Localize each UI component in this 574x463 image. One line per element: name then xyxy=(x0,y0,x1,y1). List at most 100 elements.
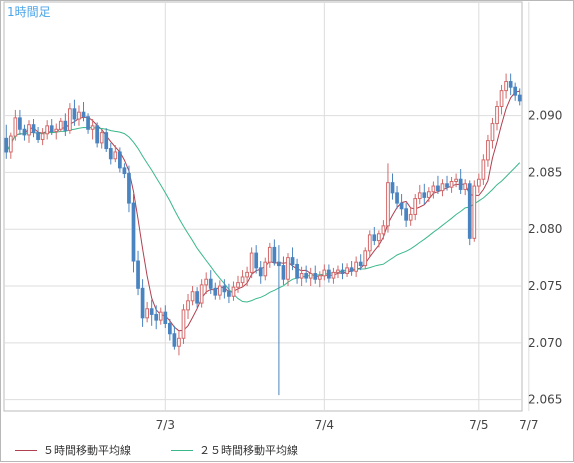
candle-body-up xyxy=(454,178,458,183)
y-tick-label: 2.085 xyxy=(528,165,562,179)
candle-body-down xyxy=(349,267,354,272)
candle-body-down xyxy=(108,148,113,160)
candle-body-up xyxy=(495,106,499,125)
candle-body-up xyxy=(99,132,104,144)
candle-body-up xyxy=(286,257,290,280)
candle-body-up xyxy=(199,284,204,304)
candle-body-up xyxy=(217,285,222,296)
candle-body-up xyxy=(417,192,422,200)
candle-body-up xyxy=(299,273,304,279)
candle-body-up xyxy=(331,271,336,279)
candle-body-down xyxy=(163,311,168,325)
candle-body-up xyxy=(68,108,72,131)
candle-body-down xyxy=(4,137,9,153)
candle-body-up xyxy=(449,181,454,188)
candle-body-up xyxy=(486,140,490,161)
axis-layer: 2.065 2.070 2.075 2.080 2.085 2.090 7/3 7/4 7/5 7… xyxy=(156,109,563,432)
candle-body-up xyxy=(249,252,254,273)
candle-body-down xyxy=(395,192,399,204)
candle-body-up xyxy=(386,182,390,227)
candle-body-down xyxy=(508,81,513,88)
candle-body-up xyxy=(263,261,268,277)
x-tick-label: 7/7 xyxy=(519,418,538,432)
candle-body-down xyxy=(281,265,286,280)
candle-body-up xyxy=(413,198,418,215)
candle-body-up xyxy=(27,124,31,136)
candle-body-up xyxy=(58,120,63,130)
candle-body-down xyxy=(458,178,463,190)
candle-body-down xyxy=(513,86,518,96)
candle-body-down xyxy=(422,192,427,198)
candle-body-up xyxy=(77,111,81,120)
candle-body-down xyxy=(81,111,86,118)
candle-body-down xyxy=(304,273,309,279)
legend-item-ma25: ２５時間移動平均線 xyxy=(171,442,298,458)
candle-body-up xyxy=(181,309,186,339)
candle-body-up xyxy=(231,286,236,297)
y-tick-label: 2.070 xyxy=(528,336,562,350)
grid-layer xyxy=(3,1,530,412)
candle-body-up xyxy=(8,135,13,153)
x-tick-label: 7/5 xyxy=(469,418,488,432)
candle-body-up xyxy=(490,123,495,142)
candle-body-down xyxy=(445,183,449,188)
candle-body-down xyxy=(172,333,177,347)
candle-body-down xyxy=(295,263,299,279)
candle-body-up xyxy=(190,291,195,302)
candle-body-down xyxy=(49,125,54,133)
candle-body-up xyxy=(245,271,249,278)
candle-body-up xyxy=(54,128,59,133)
candle-body-down xyxy=(140,287,145,319)
candle-body-up xyxy=(381,225,386,235)
candle-body-up xyxy=(267,246,272,263)
candle-body-down xyxy=(358,261,363,267)
candle-body-up xyxy=(336,269,340,273)
y-tick-label: 2.065 xyxy=(528,393,562,407)
candle-body-down xyxy=(390,182,395,194)
legend-line-ma25 xyxy=(171,449,193,451)
legend: ５時間移動平均線 ２５時間移動平均線 xyxy=(1,435,574,463)
candle-body-down xyxy=(254,252,259,269)
candle-body-down xyxy=(36,132,40,140)
candle-body-down xyxy=(131,202,136,262)
candle-body-up xyxy=(236,282,240,288)
candle-body-down xyxy=(86,116,90,130)
candle-body-down xyxy=(208,278,213,289)
candle-body-down xyxy=(517,94,522,102)
candle-body-up xyxy=(463,183,468,190)
candle-body-down xyxy=(18,117,22,130)
candle-body-up xyxy=(177,337,181,347)
legend-item-ma5: ５時間移動平均線 xyxy=(15,442,131,458)
candle-body-down xyxy=(95,125,100,144)
x-tick-label: 7/4 xyxy=(315,418,334,432)
candle-body-up xyxy=(504,81,508,92)
candle-body-up xyxy=(240,276,245,284)
candle-body-up xyxy=(408,213,413,221)
candle-body-down xyxy=(222,285,227,293)
candle-body-up xyxy=(204,278,209,286)
candle-body-up xyxy=(354,261,359,272)
candle-body-down xyxy=(22,128,27,136)
candle-body-up xyxy=(367,234,372,252)
candle-body-down xyxy=(436,185,440,192)
candle-body-down xyxy=(372,234,377,242)
candle-body-down xyxy=(72,108,77,120)
candle-body-down xyxy=(290,257,295,265)
candle-body-down xyxy=(213,287,218,296)
candle-body-down xyxy=(313,273,318,280)
candle-body-up xyxy=(481,159,486,180)
y-tick-label: 2.075 xyxy=(528,279,562,293)
candle-layer xyxy=(4,73,522,396)
candle-body-up xyxy=(322,269,327,277)
candle-body-up xyxy=(431,185,436,193)
candle-body-down xyxy=(340,269,345,275)
legend-label-ma25: ２５時間移動平均線 xyxy=(199,444,298,457)
candle-body-down xyxy=(467,183,472,239)
candle-body-up xyxy=(158,311,163,321)
candle-body-down xyxy=(63,120,68,131)
candle-body-down xyxy=(399,202,404,210)
candle-body-down xyxy=(195,291,199,304)
candle-body-up xyxy=(317,275,322,280)
candle-body-down xyxy=(167,323,172,335)
candle-body-down xyxy=(149,308,154,315)
